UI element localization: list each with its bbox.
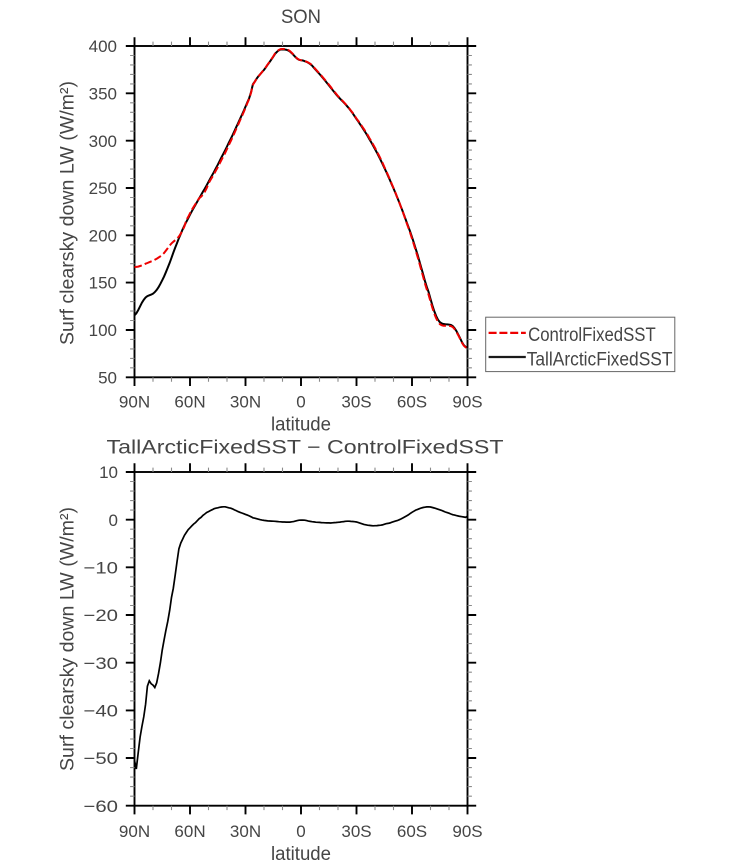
- svg-text:30S: 30S: [341, 822, 371, 841]
- svg-text:60S: 60S: [397, 393, 427, 412]
- svg-text:latitude: latitude: [271, 844, 331, 865]
- svg-text:−10: −10: [84, 558, 119, 577]
- svg-text:−20: −20: [84, 606, 119, 625]
- svg-text:50: 50: [98, 368, 117, 387]
- svg-text:60S: 60S: [397, 822, 427, 841]
- svg-text:−40: −40: [84, 702, 119, 721]
- svg-text:30S: 30S: [341, 393, 371, 412]
- svg-text:200: 200: [89, 226, 117, 245]
- svg-text:30N: 30N: [230, 822, 261, 841]
- svg-text:90N: 90N: [119, 822, 150, 841]
- svg-text:latitude: latitude: [271, 415, 331, 436]
- svg-text:90S: 90S: [452, 822, 482, 841]
- svg-text:400: 400: [89, 37, 117, 56]
- svg-text:TallArcticFixedSST: TallArcticFixedSST: [527, 350, 673, 371]
- svg-text:0: 0: [296, 822, 305, 841]
- svg-text:350: 350: [89, 84, 117, 103]
- svg-text:−50: −50: [84, 749, 119, 768]
- svg-text:100: 100: [89, 321, 117, 340]
- svg-text:TallArcticFixedSST − ControlFi: TallArcticFixedSST − ControlFixedSST: [107, 438, 504, 459]
- svg-text:30N: 30N: [230, 393, 261, 412]
- svg-text:0: 0: [109, 511, 118, 530]
- svg-text:0: 0: [296, 393, 305, 412]
- svg-text:90N: 90N: [119, 393, 150, 412]
- svg-text:60N: 60N: [174, 393, 205, 412]
- svg-text:10: 10: [99, 463, 118, 482]
- svg-text:−30: −30: [84, 654, 119, 673]
- svg-text:SON: SON: [281, 7, 321, 28]
- svg-text:300: 300: [89, 132, 117, 151]
- svg-text:60N: 60N: [174, 822, 205, 841]
- svg-text:ControlFixedSST: ControlFixedSST: [528, 325, 656, 346]
- svg-text:−60: −60: [84, 797, 119, 816]
- svg-text:90S: 90S: [452, 393, 482, 412]
- svg-text:250: 250: [89, 179, 117, 198]
- svg-text:150: 150: [89, 274, 117, 293]
- svg-text:Surf clearsky down LW (W/m²): Surf clearsky down LW (W/m²): [58, 81, 79, 345]
- svg-text:Surf clearsky down LW (W/m²): Surf clearsky down LW (W/m²): [58, 507, 79, 771]
